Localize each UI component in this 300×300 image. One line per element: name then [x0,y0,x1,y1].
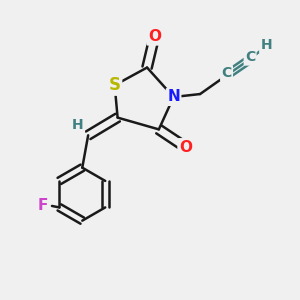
Text: F: F [38,198,48,213]
Text: H: H [260,38,272,52]
Text: S: S [109,76,121,94]
Text: C: C [245,50,255,64]
Text: H: H [72,118,84,132]
Text: O: O [148,29,161,44]
Text: C: C [221,66,232,80]
Text: O: O [179,140,192,154]
Text: N: N [167,89,180,104]
